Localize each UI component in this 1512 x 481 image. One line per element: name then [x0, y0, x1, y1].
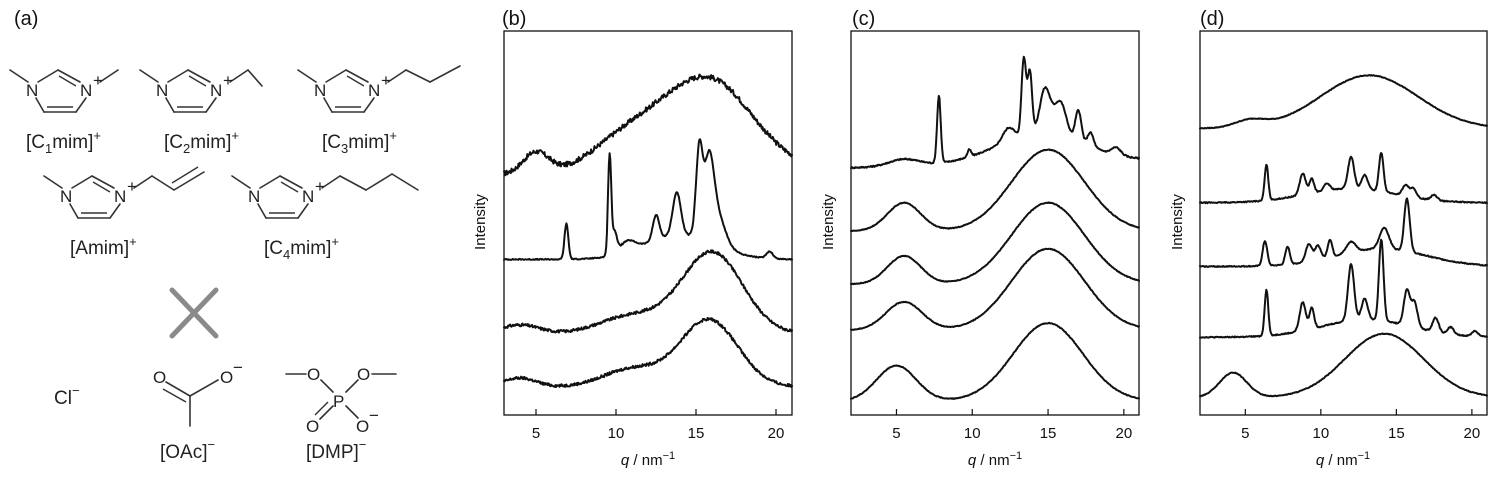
- y-axis-label: Intensity: [1169, 194, 1186, 250]
- atom-n-plus: N: [302, 187, 314, 206]
- x-axis-label: q / nm−1: [968, 450, 1022, 469]
- y-axis-label: Intensity: [472, 194, 489, 250]
- plot-frame: [850, 30, 1140, 416]
- y-axis-label: Intensity: [820, 194, 837, 250]
- x-tick-label: 10: [608, 425, 625, 442]
- atom-p: P: [333, 392, 344, 411]
- x-tick-label: 20: [1464, 425, 1481, 442]
- x-tick-label: 10: [1312, 425, 1329, 442]
- atom-n: N: [60, 187, 72, 206]
- anion-structure-cl: Cl−: [54, 383, 80, 409]
- x-tick-label: 5: [532, 425, 540, 442]
- cation-structure-c2mim: N N + [C2mim]+: [139, 69, 263, 156]
- atom-n-plus: N: [368, 81, 380, 100]
- charge-minus: −: [369, 406, 379, 425]
- panel-d: (d) Intensity 5 10 15 20 q / nm−1: [1169, 8, 1488, 469]
- cation-structure-c3mim: N N + [C3mim]+: [297, 65, 461, 156]
- atom-o: O: [306, 417, 319, 436]
- charge-plus: +: [315, 177, 325, 196]
- cation-label-c4mim: [C4mim]+: [264, 234, 339, 262]
- series-line-4: [1199, 238, 1488, 339]
- atom-o-minus: O: [356, 417, 369, 436]
- atom-o-minus: O: [220, 368, 233, 387]
- series-line-5: [1199, 332, 1488, 398]
- x-ticks: 5 10 15 20: [532, 409, 785, 442]
- series-line-1: [1199, 74, 1488, 130]
- charge-plus: +: [127, 177, 137, 196]
- series-line-4: [503, 316, 793, 388]
- series-line-5: [850, 321, 1140, 400]
- atom-n: N: [26, 81, 38, 100]
- x-tick-label: 15: [1388, 425, 1405, 442]
- x-tick-label: 5: [1241, 425, 1249, 442]
- cross-symbol: [169, 287, 219, 339]
- series-line-4: [850, 247, 1140, 331]
- series-line-3: [503, 249, 793, 334]
- x-ticks: 5 10 15 20: [1241, 409, 1480, 442]
- charge-plus: +: [223, 71, 233, 90]
- panel-label-c: (c): [852, 8, 875, 30]
- charge-minus: −: [233, 358, 243, 377]
- x-ticks: 5 10 15 20: [892, 409, 1132, 442]
- cation-label-c1mim: [C1mim]+: [26, 128, 101, 156]
- charge-plus: +: [93, 71, 103, 90]
- panel-a: (a) N N + [C1mim]+: [9, 8, 461, 463]
- x-axis-label: q / nm−1: [621, 450, 675, 469]
- atom-n-plus: N: [210, 81, 222, 100]
- anion-structure-dmp: O P O O O − [DMP]−: [285, 365, 397, 463]
- anion-structure-oac: O O − [OAc]−: [153, 358, 243, 463]
- atom-n: N: [248, 187, 260, 206]
- cation-structure-c1mim: N N + [C1mim]+: [9, 69, 119, 156]
- x-axis-label: q / nm−1: [1316, 450, 1370, 469]
- atom-o: O: [153, 368, 166, 387]
- x-tick-label: 15: [1040, 425, 1057, 442]
- series-line-2: [503, 138, 793, 261]
- atom-n: N: [314, 81, 326, 100]
- anion-label-dmp: [DMP]−: [306, 437, 366, 463]
- series-group: [850, 55, 1140, 400]
- cation-label-c2mim: [C2mim]+: [164, 128, 239, 156]
- series-line-1: [850, 55, 1140, 170]
- series-line-2: [1199, 152, 1488, 205]
- atom-o: O: [307, 365, 320, 384]
- cation-label-c3mim: [C3mim]+: [322, 128, 397, 156]
- plot-frame: [1199, 30, 1488, 416]
- anion-label-oac: [OAc]−: [160, 437, 215, 463]
- series-line-2: [850, 148, 1140, 232]
- cation-structure-amim: N N + [Amim]+: [43, 166, 205, 259]
- atom-o: O: [357, 365, 370, 384]
- anion-label-cl: Cl−: [54, 383, 80, 409]
- atom-n: N: [156, 81, 168, 100]
- cation-label-amim: [Amim]+: [70, 234, 137, 259]
- panel-c: (c) Intensity 5 10 15 20 q / nm−1: [820, 8, 1140, 469]
- x-tick-label: 15: [688, 425, 705, 442]
- series-group: [503, 73, 793, 388]
- panel-label-a: (a): [14, 8, 38, 30]
- plot-frame: [503, 30, 793, 416]
- atom-n-plus: N: [114, 187, 126, 206]
- x-tick-label: 5: [892, 425, 900, 442]
- series-group: [1199, 74, 1488, 398]
- panel-label-d: (d): [1200, 8, 1224, 30]
- charge-plus: +: [381, 71, 391, 90]
- x-tick-label: 20: [1115, 425, 1132, 442]
- series-line-3: [1199, 197, 1488, 268]
- x-tick-label: 20: [768, 425, 785, 442]
- panel-b: (b) Intensity 5 10 15 20 q / nm−1: [472, 8, 793, 469]
- series-line-3: [850, 201, 1140, 286]
- panel-label-b: (b): [502, 8, 526, 30]
- atom-n-plus: N: [80, 81, 92, 100]
- series-line-1: [503, 73, 793, 177]
- x-tick-label: 10: [964, 425, 981, 442]
- cation-structure-c4mim: N N + [C4mim]+: [231, 173, 419, 262]
